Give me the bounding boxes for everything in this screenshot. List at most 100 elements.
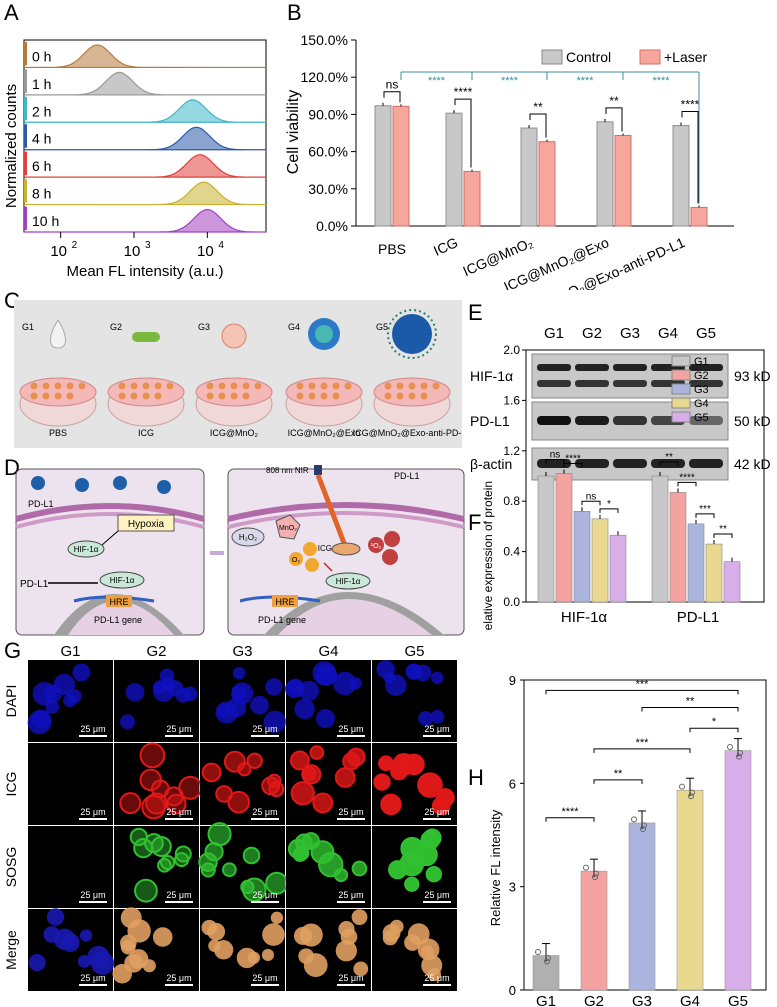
cell-blob: [53, 673, 76, 696]
sig-bracket: [641, 707, 739, 712]
sig-label: *: [607, 499, 611, 510]
cell-blob: [201, 762, 222, 783]
cell-blob: [120, 907, 142, 929]
cell-blob: [46, 908, 65, 926]
y-tick-label: 60.0%: [308, 144, 348, 160]
cell-blob: [270, 911, 284, 924]
group-2-icon: [132, 332, 160, 342]
blot-kd-label: 42 kD: [734, 456, 771, 472]
scale-label: 25 μm: [424, 807, 449, 817]
panel-b-legend: Control +Laser: [541, 49, 708, 65]
replicate-point: [592, 874, 598, 881]
replicate-point: [641, 822, 647, 829]
cell-dot: [166, 382, 174, 390]
legend-swatch: [671, 397, 691, 409]
cross-significance: ****: [576, 75, 594, 87]
cell-blob: [373, 773, 391, 791]
hist-time-label: 2 h: [32, 103, 51, 119]
cell-blob: [353, 961, 369, 977]
culture-dish-2: [107, 377, 185, 427]
band: [613, 459, 647, 468]
cell-blob: [382, 924, 401, 942]
cell-blob: [175, 687, 191, 703]
hist-time-label: 0 h: [32, 48, 51, 64]
pair-significance: ****: [454, 85, 473, 99]
bar-1-4: [723, 561, 741, 603]
column-label: G2: [146, 643, 166, 660]
dish-medium: [195, 377, 273, 407]
cell-dot: [308, 382, 316, 390]
cell-dot: [42, 392, 50, 400]
replicate-point: [535, 948, 541, 955]
cell-blob: [139, 742, 166, 769]
cell-dot: [54, 382, 62, 390]
band: [613, 416, 647, 425]
y-tick-label: 0: [509, 983, 516, 998]
cell-dot: [218, 382, 226, 390]
y-tick-label: 1.2: [503, 444, 520, 458]
cell-blob: [284, 679, 304, 699]
cell-blob: [152, 927, 173, 947]
group-5-icon: [387, 309, 437, 359]
panel-d-mechanism-diagram: PD-L1 Hypoxia HIF-1α PD-L1 HIF-1α HRE PD…: [15, 465, 465, 636]
cell-blob: [302, 766, 317, 781]
blot-row-label: β-actin: [470, 456, 512, 472]
culture-dish-4: [285, 377, 363, 427]
sig-label: ***: [699, 504, 711, 515]
cell-dot: [384, 392, 392, 400]
control-bar-1: [445, 112, 463, 227]
pair-significance: **: [533, 100, 543, 114]
x-tick-label: 10: [197, 243, 214, 260]
cell-blob: [405, 849, 423, 867]
pair-bracket: [681, 111, 699, 204]
pair-bracket: [383, 91, 401, 103]
group-label: ICG@MnO₂@Exo-anti-PD-L1: [353, 428, 462, 438]
cell-dot: [332, 382, 340, 390]
cell-dot: [420, 392, 428, 400]
category-label: HIF-1α: [561, 609, 608, 626]
cell-dot: [206, 382, 214, 390]
y-tick-label: 3: [509, 880, 516, 895]
antibody-exosome-icon: [392, 314, 432, 354]
capsule-icon: [132, 332, 160, 342]
legend-label: G5: [694, 412, 709, 424]
cell-blob: [232, 666, 246, 680]
hist-edge-marker: [24, 124, 27, 148]
group-id: G2: [110, 322, 122, 332]
panel-h-ylabel: Relative FL intensity: [488, 809, 503, 926]
culture-dish-5: [373, 377, 451, 427]
group-1-icon: [50, 319, 66, 349]
sig-label: **: [614, 768, 623, 780]
sig-label: **: [719, 524, 727, 535]
cell-dot: [54, 392, 62, 400]
group-label: PBS: [378, 241, 406, 257]
histogram-4: [23, 154, 267, 178]
cell-blob: [79, 929, 93, 942]
cell-dot: [408, 392, 416, 400]
cell-dot: [432, 382, 440, 390]
blot-strip: [531, 353, 729, 399]
bar-G4: [676, 789, 704, 991]
panel-f-letter: F: [468, 510, 482, 535]
hist-time-label: 6 h: [32, 158, 51, 174]
cell-dot: [384, 382, 392, 390]
replicate-point: [593, 870, 599, 877]
cell-blob: [346, 747, 366, 767]
hypoxia-label: Hypoxia: [128, 519, 165, 530]
bar-1-0: [651, 475, 669, 603]
cell-blob: [246, 752, 263, 769]
cell-dot: [206, 392, 214, 400]
cell-blob: [338, 921, 355, 938]
cell-blob: [223, 750, 246, 773]
cell-blob: [227, 790, 250, 814]
band: [537, 364, 571, 371]
cell-dot: [154, 392, 162, 400]
x-tick-label: 10: [50, 243, 67, 260]
pair-bracket: [605, 107, 623, 132]
replicate-point: [689, 789, 695, 796]
cell-blob: [414, 664, 432, 682]
nanoparticle-icon: [221, 323, 247, 349]
hif1a-cyto-label: HIF-1α: [74, 545, 99, 554]
cell-blob: [262, 923, 285, 946]
